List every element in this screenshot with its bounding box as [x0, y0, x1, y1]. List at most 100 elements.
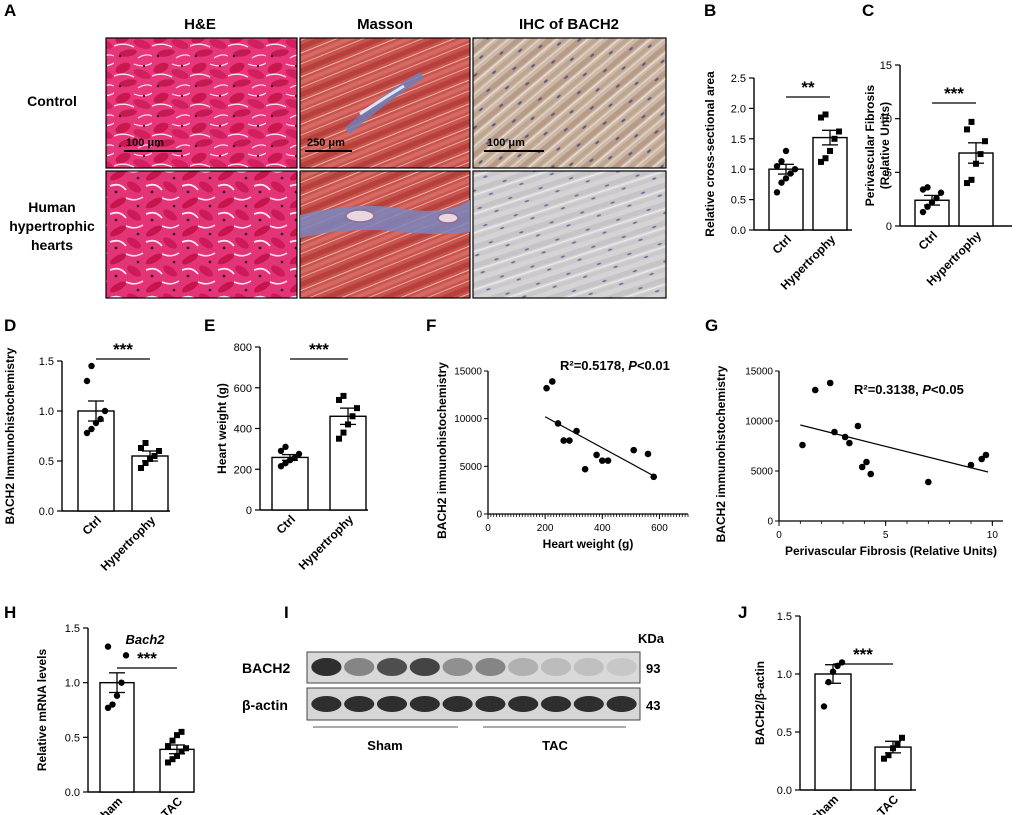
- y-tick-label: 1.5: [39, 356, 54, 368]
- scatter-point: [867, 470, 875, 478]
- blot-band: [573, 658, 604, 676]
- y-axis-label: BACH2 immunohistochemistry: [714, 365, 728, 542]
- bar: [131, 455, 169, 512]
- data-point: [933, 194, 940, 202]
- column-title-masson: Masson: [357, 16, 413, 33]
- blot-band: [540, 658, 572, 676]
- data-point: [778, 158, 785, 165]
- y-tick-label: 10000: [454, 414, 482, 425]
- x-axis-label: Heart weight (g): [543, 537, 634, 551]
- y-tick-label: 10000: [745, 417, 773, 428]
- chart-f-correlation-heart-weight: 0 5000 10000 15000 0 200 400 600 R²=0.5178, P<0.…: [435, 358, 689, 551]
- y-axis-label: Perivascular Fibrosis: [863, 84, 877, 206]
- data-point: [92, 419, 100, 427]
- histology-panel: H&E Masson IHC of BACH2 Control Human hy…: [9, 16, 667, 299]
- significance-marker: ***: [853, 645, 873, 664]
- data-point: [336, 396, 342, 403]
- y-tick-label: 0: [476, 510, 482, 521]
- data-point: [778, 179, 785, 186]
- data-point: [174, 732, 180, 739]
- data-point: [773, 189, 781, 196]
- y-tick-label: 2.0: [731, 103, 746, 115]
- blot-band: [442, 658, 473, 676]
- y-tick-label: 400: [234, 424, 252, 436]
- data-point: [291, 454, 298, 462]
- data-point: [101, 407, 109, 415]
- data-point: [165, 743, 171, 750]
- image-he-control: 100 μm: [105, 37, 298, 169]
- y-tick-label: 15: [880, 60, 892, 72]
- data-point: [822, 111, 829, 118]
- y-tick-label: 600: [234, 383, 252, 395]
- panel-letter-d: D: [4, 316, 16, 335]
- significance-marker: ***: [944, 84, 964, 103]
- group-label-sham: Sham: [367, 738, 402, 753]
- data-point: [782, 147, 790, 155]
- bar: [329, 415, 367, 511]
- y-tick-label: 15000: [454, 367, 482, 378]
- y-tick-label: 0.5: [777, 727, 792, 739]
- data-point: [340, 392, 347, 399]
- significance-marker: ***: [113, 340, 133, 359]
- data-point: [818, 158, 824, 165]
- scatter-point: [978, 455, 985, 463]
- annotation-r2: R²=0.3138,: [854, 382, 922, 397]
- data-point: [104, 643, 112, 650]
- blot-band: [606, 658, 637, 676]
- scatter-point: [630, 446, 638, 454]
- image-masson-hypertrophy: [299, 170, 471, 299]
- scatter-point: [593, 451, 600, 459]
- scatter-point: [858, 463, 866, 471]
- x-tick-label: 10: [987, 530, 999, 541]
- panel-letter-g: G: [705, 316, 718, 335]
- image-ihc-control: 100 μm: [472, 37, 667, 169]
- x-tick-label: 200: [537, 523, 554, 534]
- kda-label: KDa: [638, 631, 665, 646]
- data-point: [156, 448, 162, 454]
- scale-bar-masson: 250 μm: [307, 137, 345, 149]
- blot-band: [376, 658, 408, 676]
- category-label: Ctrl: [916, 228, 941, 253]
- y-tick-label: 5000: [751, 467, 774, 478]
- category-label: Ctrl: [770, 232, 795, 257]
- x-tick-label: 600: [651, 523, 668, 534]
- annotation-p: P: [922, 382, 931, 397]
- data-point: [977, 151, 984, 158]
- row-label-control: Control: [27, 93, 77, 109]
- y-tick-label: 0.0: [731, 225, 746, 237]
- data-point: [787, 170, 794, 177]
- data-point: [791, 166, 799, 173]
- data-point: [919, 208, 927, 216]
- scatter-point: [543, 384, 550, 392]
- correlation-annotation: R²=0.3138, P<0.05: [854, 382, 964, 397]
- data-point: [340, 429, 347, 436]
- data-point: [282, 443, 289, 451]
- data-point: [924, 203, 931, 210]
- scale-bar-he: 100 μm: [126, 137, 164, 149]
- y-tick-label: 5000: [460, 462, 483, 473]
- data-point: [169, 737, 176, 744]
- y-axis-label: BACH2 immunohistochemistry: [435, 362, 449, 539]
- significance-marker: **: [801, 78, 815, 97]
- panel-letter-f: F: [426, 316, 436, 335]
- y-tick-label: 5: [886, 167, 892, 179]
- y-tick-label: 1.5: [731, 134, 746, 146]
- data-point: [349, 413, 356, 420]
- row-label-human: Human: [28, 199, 75, 215]
- data-point: [151, 453, 158, 459]
- scatter-point: [863, 458, 870, 466]
- image-he-hypertrophy: [105, 170, 298, 299]
- y-tick-label: 0.5: [65, 732, 80, 744]
- category-label: TAC: [874, 792, 901, 815]
- data-point: [83, 377, 91, 385]
- data-point: [174, 752, 180, 759]
- data-point: [982, 138, 988, 145]
- data-point: [899, 734, 905, 741]
- regression-line: [544, 416, 655, 477]
- scatter-point: [566, 437, 573, 444]
- y-tick-label: 0.0: [39, 506, 54, 518]
- panel-letter-b: B: [704, 1, 716, 20]
